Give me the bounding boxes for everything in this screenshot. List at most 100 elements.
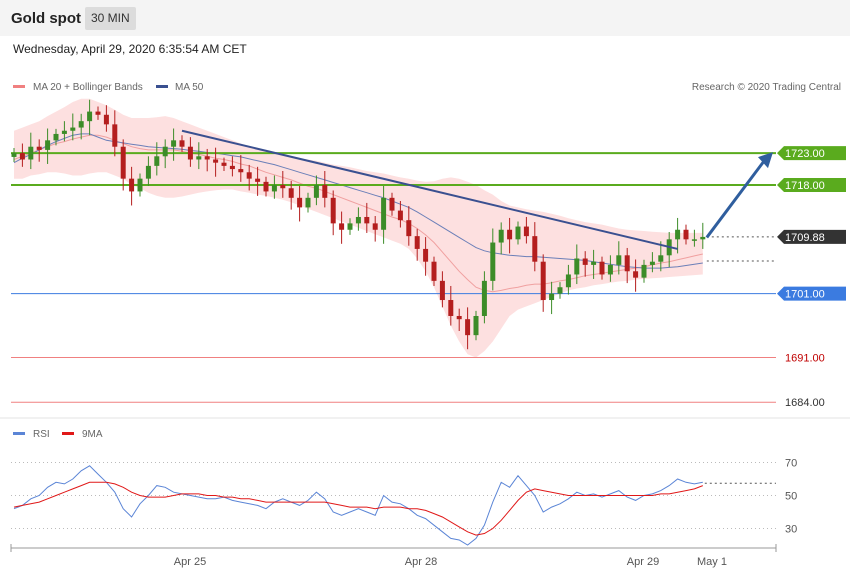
candle-body xyxy=(565,274,571,288)
candle-body xyxy=(507,229,513,240)
candle-body xyxy=(372,223,378,230)
timestamp: Wednesday, April 29, 2020 6:35:54 AM CET xyxy=(13,42,247,56)
resistance2-tag xyxy=(777,146,846,161)
candle-body xyxy=(675,229,681,240)
candle-body xyxy=(19,153,25,160)
candle-body xyxy=(53,133,59,141)
candle-body xyxy=(137,178,143,192)
ma50-legend-label: MA 50 xyxy=(175,82,204,93)
candle-body xyxy=(448,300,454,316)
candle-body xyxy=(28,146,34,160)
candle-body xyxy=(95,111,101,115)
candle-body xyxy=(238,169,244,173)
candle-body xyxy=(523,226,529,237)
instrument-title: Gold spot xyxy=(11,10,81,27)
target-arrow-head xyxy=(758,152,773,169)
candle-body xyxy=(465,319,471,336)
x-tick-label: Apr 29 xyxy=(627,556,659,568)
candle-body xyxy=(78,121,84,128)
candle-body xyxy=(431,261,437,281)
candle-body xyxy=(288,188,294,198)
ma9-legend-swatch xyxy=(62,432,74,435)
research-credit: Research © 2020 Trading Central xyxy=(692,82,841,93)
x-tick-label: Apr 28 xyxy=(405,556,437,568)
candle-body xyxy=(633,271,639,278)
rsi-tick-label: 50 xyxy=(785,491,797,503)
candle-body xyxy=(473,315,479,336)
candle-body xyxy=(112,124,118,147)
candle-body xyxy=(658,255,664,262)
x-tick-label: Apr 25 xyxy=(174,556,206,568)
ma20-line xyxy=(13,134,703,293)
candle-body xyxy=(45,140,51,150)
candle-body xyxy=(339,223,345,230)
rsi-legend-label: RSI xyxy=(33,429,50,440)
candle-body xyxy=(120,146,126,179)
rsi-panel: 30 50 70 xyxy=(11,458,797,546)
header-bar: Gold spot 30 MIN xyxy=(0,0,850,36)
candle-body xyxy=(557,287,563,294)
candle-body xyxy=(439,280,445,301)
candle-body xyxy=(414,236,420,249)
ma9-legend-label: 9MA xyxy=(82,429,103,440)
ma20-legend-label: MA 20 + Bollinger Bands xyxy=(33,82,143,93)
candle-body xyxy=(11,153,17,157)
candle-body xyxy=(582,258,588,265)
candle-body xyxy=(280,185,286,189)
trendline xyxy=(181,129,678,250)
candle-body xyxy=(599,261,605,275)
candle-body xyxy=(381,197,387,230)
candle-body xyxy=(700,236,706,240)
pivot-tag xyxy=(777,286,846,301)
candle-body xyxy=(624,255,630,272)
candle-body xyxy=(649,261,655,265)
candle-body xyxy=(322,185,328,198)
candle-body xyxy=(406,220,412,237)
last-price-tag xyxy=(777,229,846,244)
timeframe-badge[interactable]: 30 MIN xyxy=(85,7,136,30)
candle-body xyxy=(187,146,193,160)
candle-body xyxy=(246,172,252,179)
candle-body xyxy=(347,223,353,230)
candle-body xyxy=(549,293,555,301)
candle-body xyxy=(36,146,42,150)
candle-body xyxy=(515,226,521,240)
candle-body xyxy=(70,127,76,131)
candle-body xyxy=(179,140,185,147)
candle-body xyxy=(263,181,269,192)
candle-body xyxy=(61,130,67,134)
candle-body xyxy=(397,210,403,221)
candle-body xyxy=(305,197,311,208)
candle-body xyxy=(498,229,504,243)
candle-body xyxy=(481,280,487,316)
candle-body xyxy=(607,264,613,275)
candle-body xyxy=(313,185,319,198)
resistance1-tag xyxy=(777,178,846,193)
candle-body xyxy=(540,261,546,301)
candle-body xyxy=(213,159,219,163)
resistance2-label: 1723.00 xyxy=(785,148,825,160)
ma50-legend-swatch xyxy=(156,85,168,88)
bollinger-band-area xyxy=(14,98,703,358)
candle-body xyxy=(423,248,429,262)
candle-body xyxy=(171,140,177,147)
candle-body xyxy=(162,146,168,157)
candle-body xyxy=(574,258,580,275)
candle-body xyxy=(691,239,697,241)
x-tick-label: May 1 xyxy=(697,556,727,568)
ma20-legend-swatch xyxy=(13,85,25,88)
resistance1-label: 1718.00 xyxy=(785,180,825,192)
candle-body xyxy=(103,114,109,125)
candle-body xyxy=(129,178,135,192)
support1-label: 1691.00 xyxy=(785,353,825,365)
candle-body xyxy=(616,255,622,265)
candle-body xyxy=(456,315,462,320)
candle-body xyxy=(297,197,303,208)
candle-body xyxy=(255,178,261,182)
candle-body xyxy=(683,229,689,240)
candle-body xyxy=(87,111,93,122)
candle-body xyxy=(591,261,597,265)
target-arrow-shaft xyxy=(705,160,766,239)
candle-body xyxy=(389,197,395,211)
